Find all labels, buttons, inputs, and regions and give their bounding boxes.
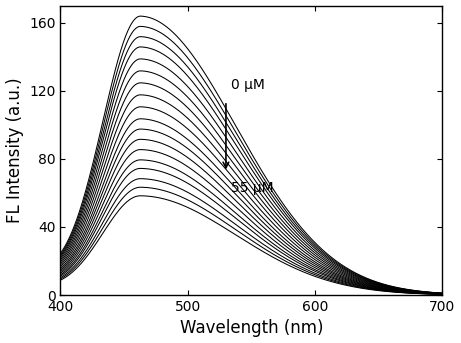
Y-axis label: FL Intensity (a.u.): FL Intensity (a.u.) — [6, 78, 24, 223]
Text: 55 μM: 55 μM — [231, 181, 274, 195]
X-axis label: Wavelength (nm): Wavelength (nm) — [180, 319, 323, 338]
Text: 0 μM: 0 μM — [231, 79, 265, 92]
